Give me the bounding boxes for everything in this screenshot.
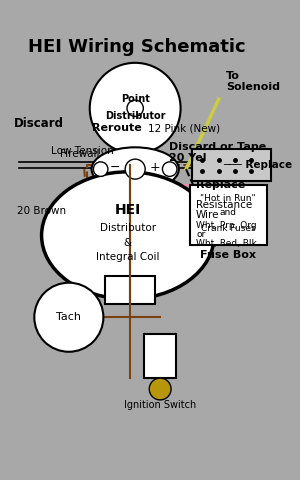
Text: To: To	[226, 72, 240, 82]
Text: Fuse Box: Fuse Box	[200, 251, 256, 261]
Text: "Hot in Run": "Hot in Run"	[200, 194, 256, 203]
Text: Crank Fuses: Crank Fuses	[201, 224, 256, 232]
Ellipse shape	[92, 147, 179, 191]
Circle shape	[162, 162, 177, 176]
Text: Reroute: Reroute	[92, 123, 142, 133]
Text: Distributor: Distributor	[105, 110, 165, 120]
Text: and: and	[220, 207, 237, 216]
Text: HEI: HEI	[115, 203, 141, 217]
Circle shape	[127, 100, 143, 117]
Text: Low Tension: Low Tension	[51, 146, 113, 156]
Text: Distributor: Distributor	[100, 223, 156, 233]
Text: Point: Point	[121, 94, 150, 104]
Text: ─── Replace: ─── Replace	[223, 159, 292, 169]
Text: Replace: Replace	[196, 180, 245, 191]
Text: or: or	[196, 230, 205, 239]
Text: Resistance: Resistance	[196, 201, 252, 210]
Text: Wht, Red, Blk: Wht, Red, Blk	[196, 239, 257, 248]
Circle shape	[90, 63, 181, 154]
Ellipse shape	[42, 172, 214, 299]
Text: 20 Yel: 20 Yel	[169, 153, 206, 163]
Bar	[105, 276, 155, 304]
Text: Tach: Tach	[56, 312, 81, 322]
Text: Wht, Prp, Org: Wht, Prp, Org	[196, 221, 257, 230]
Text: Firewall: Firewall	[60, 149, 99, 159]
Text: HEI Wiring Schematic: HEI Wiring Schematic	[28, 38, 246, 56]
Bar	[190, 185, 267, 244]
Bar	[191, 149, 272, 181]
Text: Solenoid: Solenoid	[226, 83, 280, 92]
Text: Discard: Discard	[14, 117, 64, 130]
Circle shape	[125, 159, 145, 179]
Text: Wire: Wire	[196, 210, 220, 220]
Text: Ignition Switch: Ignition Switch	[124, 400, 196, 410]
Text: +: +	[150, 161, 160, 174]
Text: Integral Coil: Integral Coil	[96, 252, 160, 262]
Text: Discard or Tape: Discard or Tape	[169, 143, 266, 152]
Bar	[144, 335, 176, 378]
Text: −: −	[110, 161, 120, 174]
Circle shape	[149, 378, 171, 400]
Text: 12 Pink (New): 12 Pink (New)	[148, 123, 220, 133]
Text: &: &	[124, 238, 132, 248]
Circle shape	[93, 162, 108, 176]
Circle shape	[34, 283, 104, 352]
Text: 20 Brown: 20 Brown	[17, 206, 66, 216]
